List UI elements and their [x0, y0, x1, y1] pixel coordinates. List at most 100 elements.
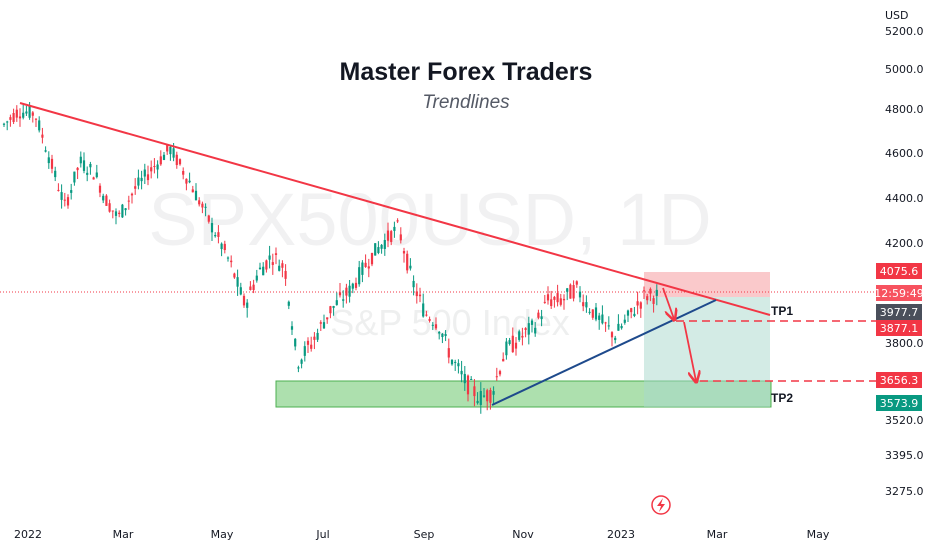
candle	[630, 307, 633, 319]
candle	[73, 171, 76, 186]
y-axis: 5200.0 5000.0 4800.0 4600.0 4400.0 4200.0 3800…	[885, 25, 924, 498]
candle	[390, 229, 393, 246]
candle	[620, 323, 623, 330]
candle	[255, 269, 258, 283]
resistance-trendline[interactable]	[19, 102, 771, 316]
candle	[92, 176, 95, 180]
price-tag: 4075.6	[876, 263, 922, 279]
candle	[156, 160, 159, 179]
candle	[447, 338, 450, 364]
candle	[34, 118, 38, 127]
candle	[198, 197, 201, 207]
candle	[60, 184, 63, 209]
candle	[559, 293, 562, 307]
price-tags: 4075.6 12:59:49 3977.7 3877.1 3656.3 3573.9	[874, 263, 924, 411]
candle	[41, 127, 44, 144]
candle	[498, 369, 502, 377]
candle	[578, 286, 582, 303]
candle	[57, 183, 60, 192]
tp1-label: TP1	[771, 304, 793, 318]
candle	[316, 328, 319, 343]
x-tick-label: Mar	[113, 528, 134, 541]
candle	[335, 292, 338, 306]
candle	[44, 146, 47, 153]
candle	[220, 242, 223, 257]
candle	[150, 160, 153, 179]
support-trendline[interactable]	[491, 299, 717, 406]
down-arrow-1	[662, 287, 674, 319]
candle	[226, 256, 230, 262]
candle	[66, 194, 70, 209]
candle	[377, 241, 380, 255]
candle	[582, 294, 585, 312]
candle	[610, 331, 614, 347]
candle	[527, 316, 530, 345]
candle	[425, 310, 428, 317]
svg-text:3877.1: 3877.1	[880, 322, 919, 335]
candles-group	[2, 102, 658, 414]
candle	[585, 295, 588, 313]
candle	[594, 303, 598, 322]
y-tick-label: 3275.0	[885, 485, 924, 498]
x-tick-label: 2022	[14, 528, 42, 541]
candle	[15, 105, 18, 122]
x-tick-label: 2023	[607, 528, 635, 541]
candle	[604, 321, 607, 332]
candle	[374, 243, 377, 256]
candle	[47, 151, 50, 169]
candle	[466, 374, 470, 402]
candle	[543, 294, 546, 304]
y-tick-label: 4600.0	[885, 147, 924, 160]
candle	[242, 293, 246, 308]
candle	[223, 240, 226, 254]
candle	[393, 221, 396, 238]
price-tag: 12:59:49	[874, 285, 924, 301]
candle	[540, 309, 543, 327]
candle	[553, 295, 556, 308]
candle	[614, 335, 617, 344]
candle	[418, 287, 422, 303]
candle	[18, 108, 22, 127]
candle	[290, 321, 294, 336]
y-tick-label: 5200.0	[885, 25, 924, 38]
candle	[12, 108, 15, 125]
y-tick-label: 5000.0	[885, 63, 924, 76]
x-tick-label: Nov	[512, 528, 534, 541]
candle	[70, 183, 73, 200]
candle	[598, 312, 601, 330]
candle	[457, 359, 460, 374]
candle	[50, 154, 54, 174]
candle	[652, 295, 655, 313]
candle	[159, 150, 162, 166]
candle	[281, 260, 284, 278]
candle	[537, 309, 540, 320]
watermark-name: S&P 500 Index	[330, 302, 570, 343]
candle	[313, 332, 316, 350]
candle	[345, 283, 348, 304]
candle	[201, 201, 204, 214]
candle	[409, 258, 412, 271]
candle	[508, 337, 511, 346]
lightning-icon[interactable]	[651, 495, 671, 515]
candle	[338, 283, 342, 298]
svg-text:3977.7: 3977.7	[880, 306, 919, 319]
candle	[575, 280, 578, 288]
candle	[252, 279, 255, 294]
candle	[303, 341, 306, 362]
candle	[569, 283, 572, 299]
candle	[118, 210, 121, 218]
candle	[233, 272, 236, 279]
tp2-label: TP2	[771, 391, 793, 405]
candle	[441, 333, 444, 344]
candle	[297, 365, 300, 373]
candle	[268, 245, 271, 269]
candle	[534, 322, 537, 337]
x-tick-label: May	[807, 528, 830, 541]
candle	[140, 170, 143, 190]
candle	[511, 327, 514, 353]
y-tick-label: 3395.0	[885, 449, 924, 462]
candle	[38, 116, 41, 133]
candle	[422, 293, 425, 318]
candle	[399, 227, 402, 244]
